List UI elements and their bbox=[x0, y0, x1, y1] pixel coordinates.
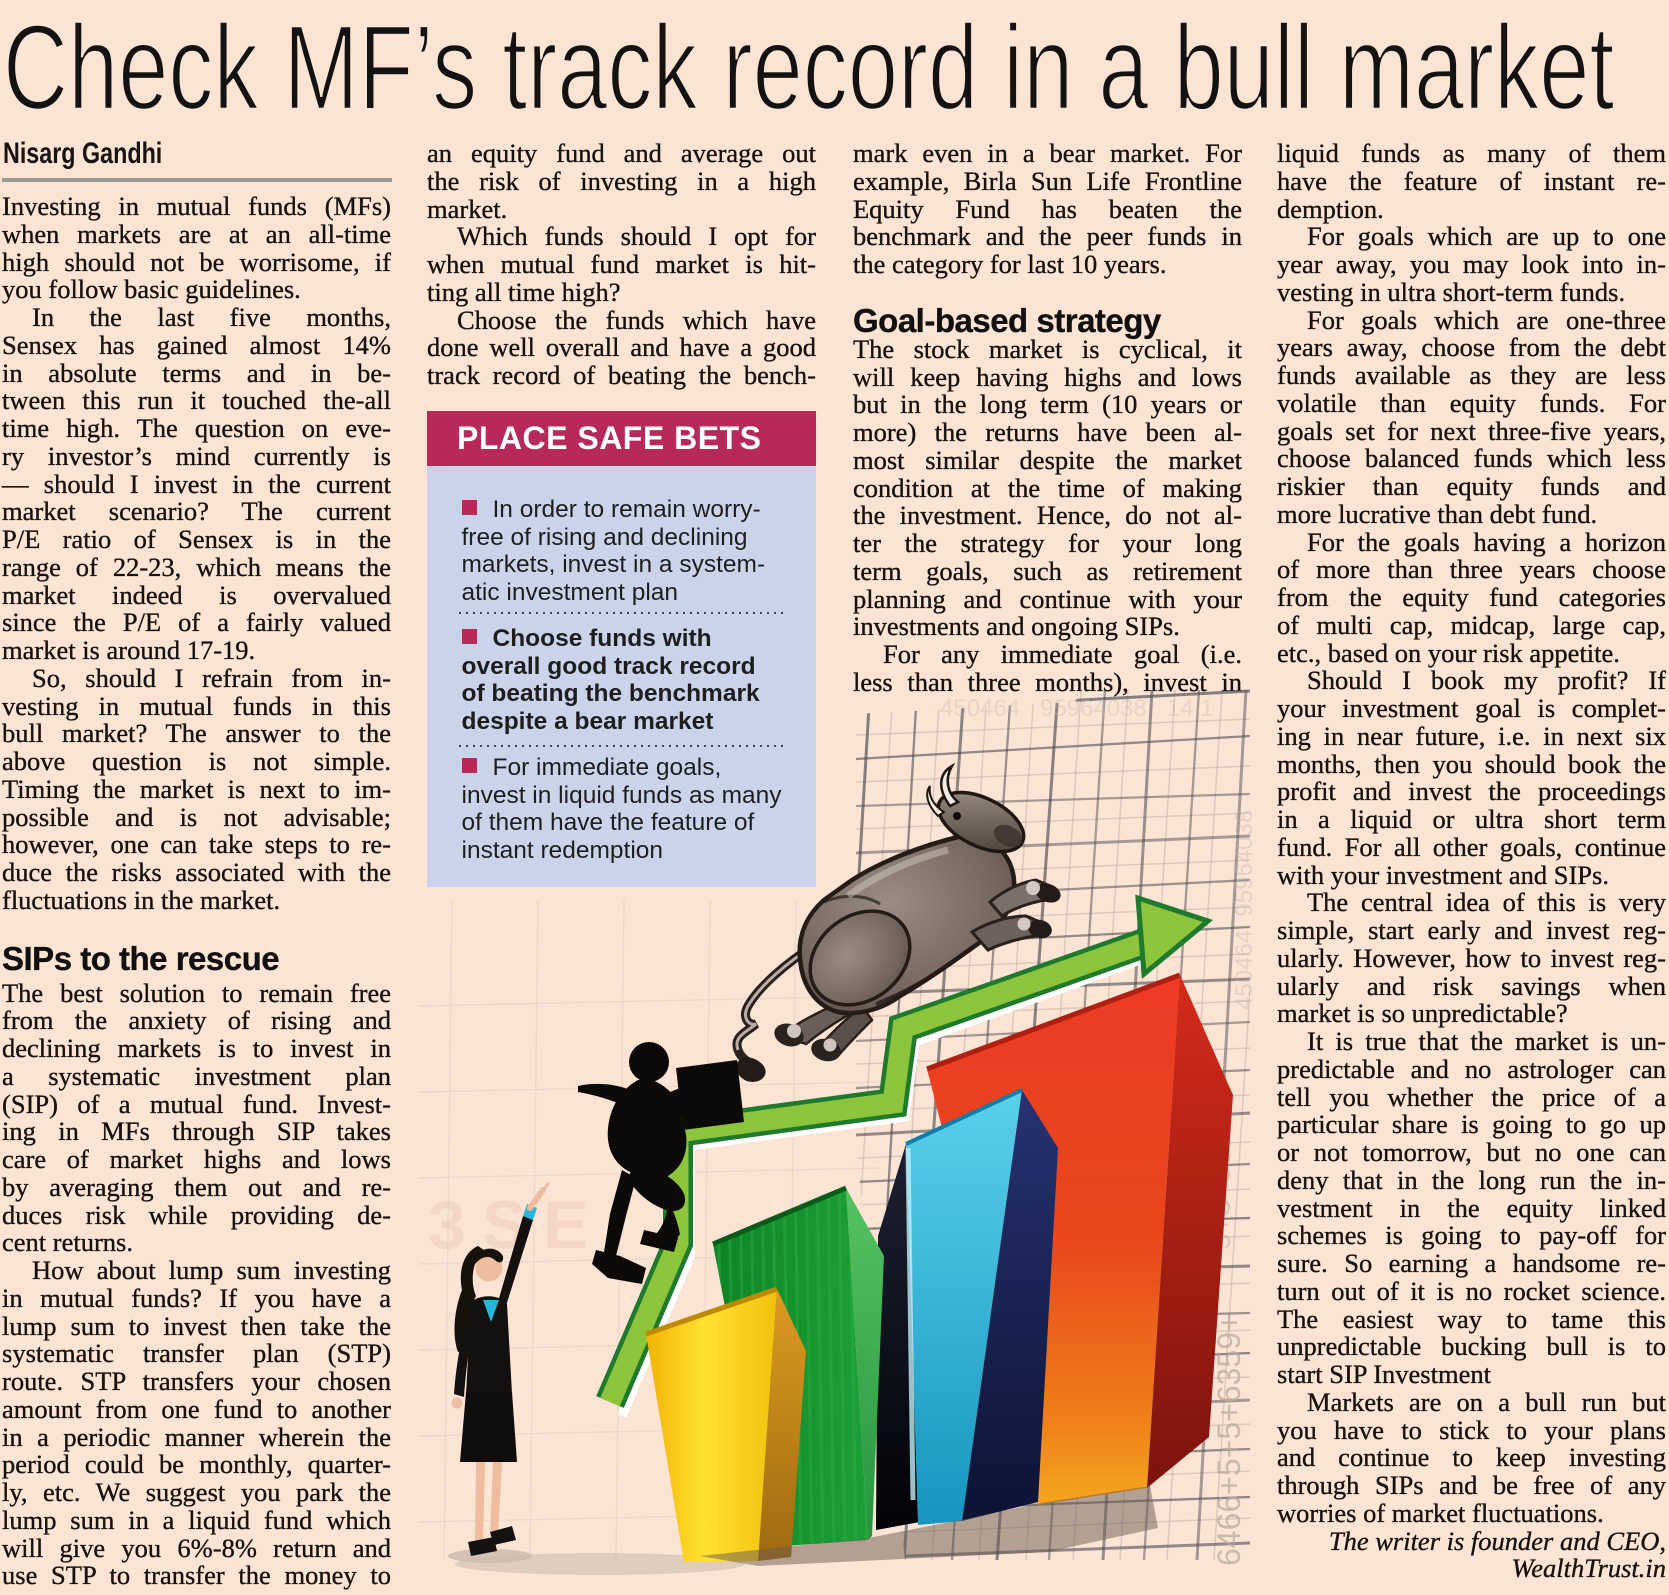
svg-text:6466+5+5+6359+: 6466+5+5+6359+ bbox=[1211, 1313, 1247, 1566]
svg-text:450464 95964038: 450464 95964038 bbox=[1231, 810, 1255, 1010]
svg-text:450464 95964038 14.1: 450464 95964038 14.1 bbox=[940, 695, 1214, 722]
svg-text:3SE: 3SE bbox=[428, 1187, 605, 1263]
